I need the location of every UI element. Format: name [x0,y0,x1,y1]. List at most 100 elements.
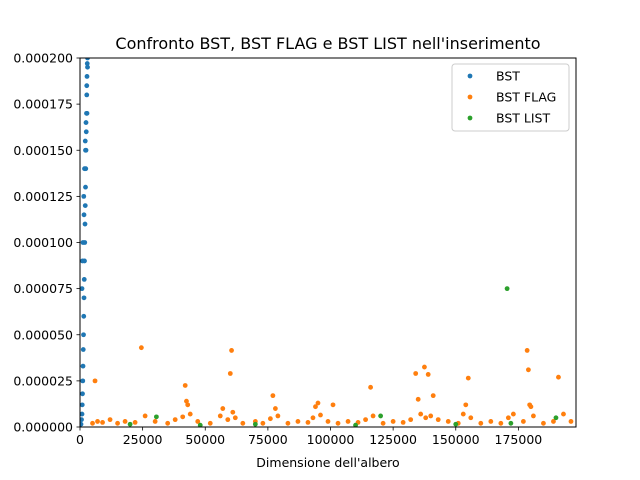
series-1-point [81,193,87,199]
series-2-point [285,420,291,426]
y-tick-label: 0.000200 [13,51,73,66]
series-2-point [541,420,546,426]
series-2 [90,345,574,426]
series-2-point [217,413,223,419]
series-2-point [551,419,556,424]
series-1-point [81,332,86,338]
series-1-point [85,58,90,61]
series-1-point [80,240,86,245]
series-2-point [315,400,321,406]
series-1-point [82,221,88,227]
y-tick-label: 0.000000 [13,420,73,435]
series-2-point [165,420,171,426]
series-2-point [295,419,301,424]
series-2-point [310,415,316,421]
series-1-point [80,417,84,423]
series-2-point [195,419,201,424]
series-2-point [90,420,95,426]
series-2-point [423,415,429,421]
series-2-point [313,404,318,410]
series-2-point [428,413,434,419]
series-2-point [132,419,138,425]
series-2-point [531,413,536,419]
series-1 [80,58,90,427]
series-1-point [83,129,89,135]
series-2-point [335,420,341,426]
series-2-point [107,417,113,423]
series-2-point [465,375,471,381]
series-1-point [80,402,85,408]
legend-label: BST FLAG [496,90,556,105]
series-2-point [272,406,278,411]
series-1-point [84,92,90,98]
series-2-point [305,419,311,425]
series-2-point [510,411,516,417]
series-1-point [83,184,88,190]
series-2-point [229,348,234,353]
series-2-point [368,384,373,390]
legend-marker [467,115,473,121]
axes: 0 25000 50000 75000 100000 125000 150000 175000… [13,51,577,447]
series-2-point [220,406,226,411]
series-1-point [83,147,88,153]
series-1-point [80,286,85,292]
legend: BST BST FLAG BST LIST [451,63,570,132]
x-tick-label: 100000 [307,432,355,447]
series-2-point [318,412,323,418]
series-2-point [400,419,406,425]
series-1-point [84,61,90,66]
series-3-point [127,421,133,427]
series-2-point [460,411,466,417]
x-tick-label: 25000 [123,432,163,447]
legend-label: BST LIST [496,111,550,126]
x-tick-label: 50000 [185,432,225,447]
plot-area [80,58,574,427]
series-2-point [267,416,273,422]
series-2-point [100,419,105,425]
series-2-point [463,402,469,408]
series-2-point [232,415,238,421]
y-tick-label: 0.000050 [13,327,73,342]
series-3-point [453,421,459,427]
series-2-point [184,398,189,404]
series-1-point [80,391,85,397]
series-3-point [504,286,510,292]
series-2-point [478,420,484,426]
x-tick-label: 0 [76,432,84,447]
y-tick-label: 0.000100 [13,235,73,250]
series-2-point [505,415,511,421]
legend-label: BST [496,69,520,84]
series-1-point [82,166,87,172]
legend-box [451,63,570,132]
series-1-point [84,83,90,89]
series-3-point [353,422,358,427]
series-3-point [154,414,159,420]
x-tick-label: 150000 [432,432,480,447]
series-2-point [187,411,193,417]
series-2-point [330,402,336,408]
series-2-point [363,417,368,423]
series-1-point [84,74,90,79]
series-2-point [528,404,534,410]
legend-marker [467,94,473,100]
series-3-point [553,415,559,421]
series-2-point [413,371,419,376]
data-points [80,58,574,427]
series-1-point [80,258,85,264]
series-2-point [415,396,421,402]
series-2-point [172,417,178,423]
x-tick-label: 75000 [248,432,288,447]
y-tick-label: 0.000075 [13,281,73,296]
series-2-point [227,371,233,376]
series-1-point [84,110,90,116]
x-tick-label: 175000 [495,432,543,447]
legend-marker [467,73,473,79]
series-1-point [80,363,86,369]
series-2-point [240,420,246,426]
series-1-point [81,295,87,301]
series-2-point [325,419,331,424]
series-2-point [92,378,98,384]
series-2-point [182,383,188,388]
series-2-point [561,411,566,417]
